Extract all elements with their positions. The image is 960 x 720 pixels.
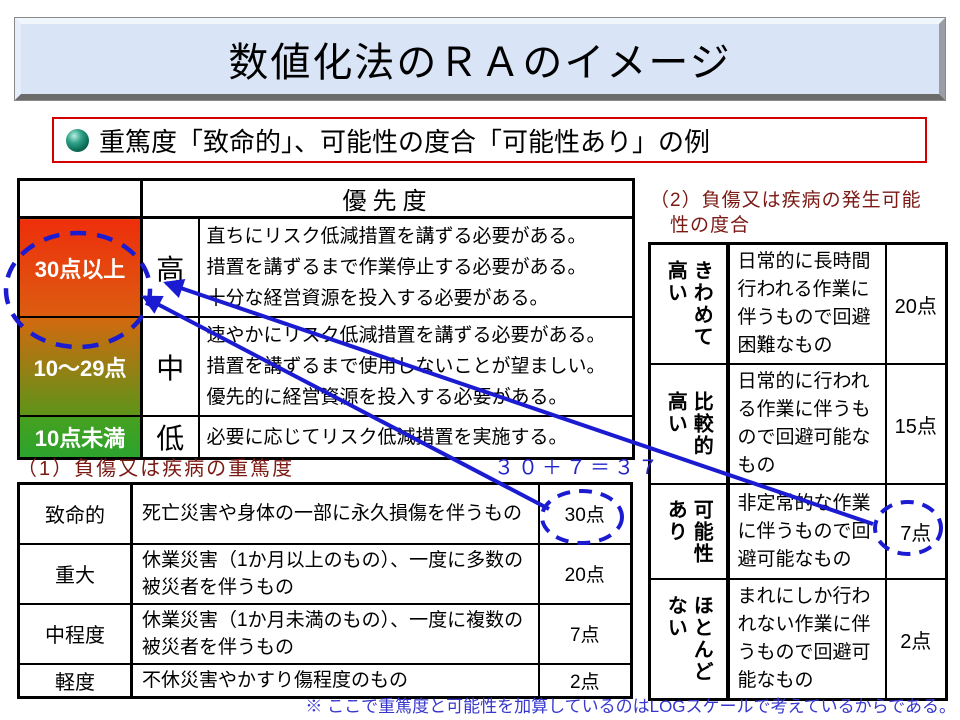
table-row: 30点以上 高 直ちにリスク低減措置を講ずる必要がある。 措置を講ずるまで作業停… <box>17 216 635 318</box>
score-range-cell: 30点以上 <box>17 216 143 318</box>
description-cell: 休業災害（1か月以上のもの）、一度に多数の被災者を伴うもの <box>130 542 540 605</box>
table-row: 比較的 高い 日常的に行われる作業に伴うもので回避可能なもの 15点 <box>648 363 948 485</box>
subtitle-box: 重篤度「致命的」、可能性の度合「可能性あり」の例 <box>52 117 927 163</box>
level-cell: 中 <box>140 316 200 417</box>
table-row: 中程度 休業災害（1か月未満のもの）、一度に複数の被災者を伴うもの 7点 <box>17 602 633 665</box>
footnote-text: ※ ここで重篤度と可能性を加算しているのはLOGスケールで考えているからである。 <box>305 697 956 716</box>
possibility-label-cell: ほとんど ない <box>648 578 730 701</box>
severity-label-cell: 軽度 <box>17 662 133 698</box>
description-cell: 非定常的な作業に伴うもので回避可能なもの <box>726 483 887 580</box>
severity-label-cell: 重大 <box>17 542 133 605</box>
description-cell: 速やかにリスク低減措置を講ずる必要がある。 措置を講ずるまで使用しないことが望ま… <box>197 316 635 417</box>
points-cell: 7点 <box>537 602 633 665</box>
possibility-label: ほとんど ない <box>664 595 713 683</box>
table-row: 重大 休業災害（1か月以上のもの）、一度に多数の被災者を伴うもの 20点 <box>17 542 633 605</box>
table-row: 優先度 <box>17 178 635 219</box>
points-cell: 30点 <box>537 482 633 545</box>
possibility-label-cell: 可能性 あり <box>648 483 730 580</box>
description-cell: 直ちにリスク低減措置を講ずる必要がある。 措置を講ずるまで作業停止する必要がある… <box>197 216 635 318</box>
priority-header-cell: 優先度 <box>140 178 635 219</box>
points-cell: 20点 <box>884 242 948 365</box>
severity-table: 致命的 死亡災害や身体の一部に永久損傷を伴うもの 30点 重大 休業災害（1か月… <box>17 482 633 699</box>
table-row: 可能性 あり 非定常的な作業に伴うもので回避可能なもの 7点 <box>648 483 948 580</box>
points-cell: 7点 <box>884 483 948 580</box>
score-range-cell: 10点未満 <box>17 415 143 460</box>
severity-label-cell: 致命的 <box>17 482 133 545</box>
description-cell: まれにしか行われない作業に伴うもので回避可能なもの <box>726 578 887 701</box>
table-row: ほとんど ない まれにしか行われない作業に伴うもので回避可能なもの 2点 <box>648 578 948 701</box>
score-range-cell: 10～29点 <box>17 316 143 417</box>
points-cell: 20点 <box>537 542 633 605</box>
description-cell: 休業災害（1か月未満のもの）、一度に複数の被災者を伴うもの <box>130 602 540 665</box>
possibility-label: きわめて 高い <box>664 260 713 348</box>
bullet-sphere-icon <box>66 128 89 152</box>
subtitle-text: 重篤度「致命的」、可能性の度合「可能性あり」の例 <box>99 126 711 157</box>
possibility-table: きわめて 高い 日常的に長時間行われる作業に伴うもので回避困難なもの 20点 比… <box>648 242 948 701</box>
severity-label-cell: 中程度 <box>17 602 133 665</box>
possibility-label-cell: きわめて 高い <box>648 242 730 365</box>
severity-table-title: （1）負傷又は疾病の重篤度 <box>17 458 295 480</box>
priority-header-empty-cell <box>17 178 143 219</box>
table-row: きわめて 高い 日常的に長時間行われる作業に伴うもので回避困難なもの 20点 <box>648 242 948 365</box>
description-cell: 日常的に長時間行われる作業に伴うもので回避困難なもの <box>726 242 887 365</box>
possibility-label: 比較的 高い <box>664 391 713 457</box>
description-cell: 日常的に行われる作業に伴うもので回避可能なもの <box>726 363 887 485</box>
table-row: 軽度 不休災害やかすり傷程度のもの 2点 <box>17 662 633 698</box>
page-title: 数値化法のＲＡのイメージ <box>228 41 732 85</box>
table-row: 致命的 死亡災害や身体の一部に永久損傷を伴うもの 30点 <box>17 482 633 545</box>
table-row: 10～29点 中 速やかにリスク低減措置を講ずる必要がある。 措置を講ずるまで使… <box>17 316 635 417</box>
description-cell: 死亡災害や身体の一部に永久損傷を伴うもの <box>130 482 540 545</box>
title-bar: 数値化法のＲＡのイメージ <box>14 17 946 101</box>
points-cell: 15点 <box>884 363 948 485</box>
description-cell: 不休災害やかすり傷程度のもの <box>130 662 540 698</box>
points-cell: 2点 <box>884 578 948 701</box>
level-cell: 高 <box>140 216 200 318</box>
equation-text: ３０＋７＝３７ <box>494 457 662 479</box>
possibility-table-title: （2）負傷又は疾病の発生可能 性の度合 <box>650 190 922 236</box>
points-cell: 2点 <box>537 662 633 698</box>
priority-table: 優先度 30点以上 高 直ちにリスク低減措置を講ずる必要がある。 措置を講ずるま… <box>17 178 635 460</box>
possibility-label: 可能性 あり <box>664 498 713 565</box>
